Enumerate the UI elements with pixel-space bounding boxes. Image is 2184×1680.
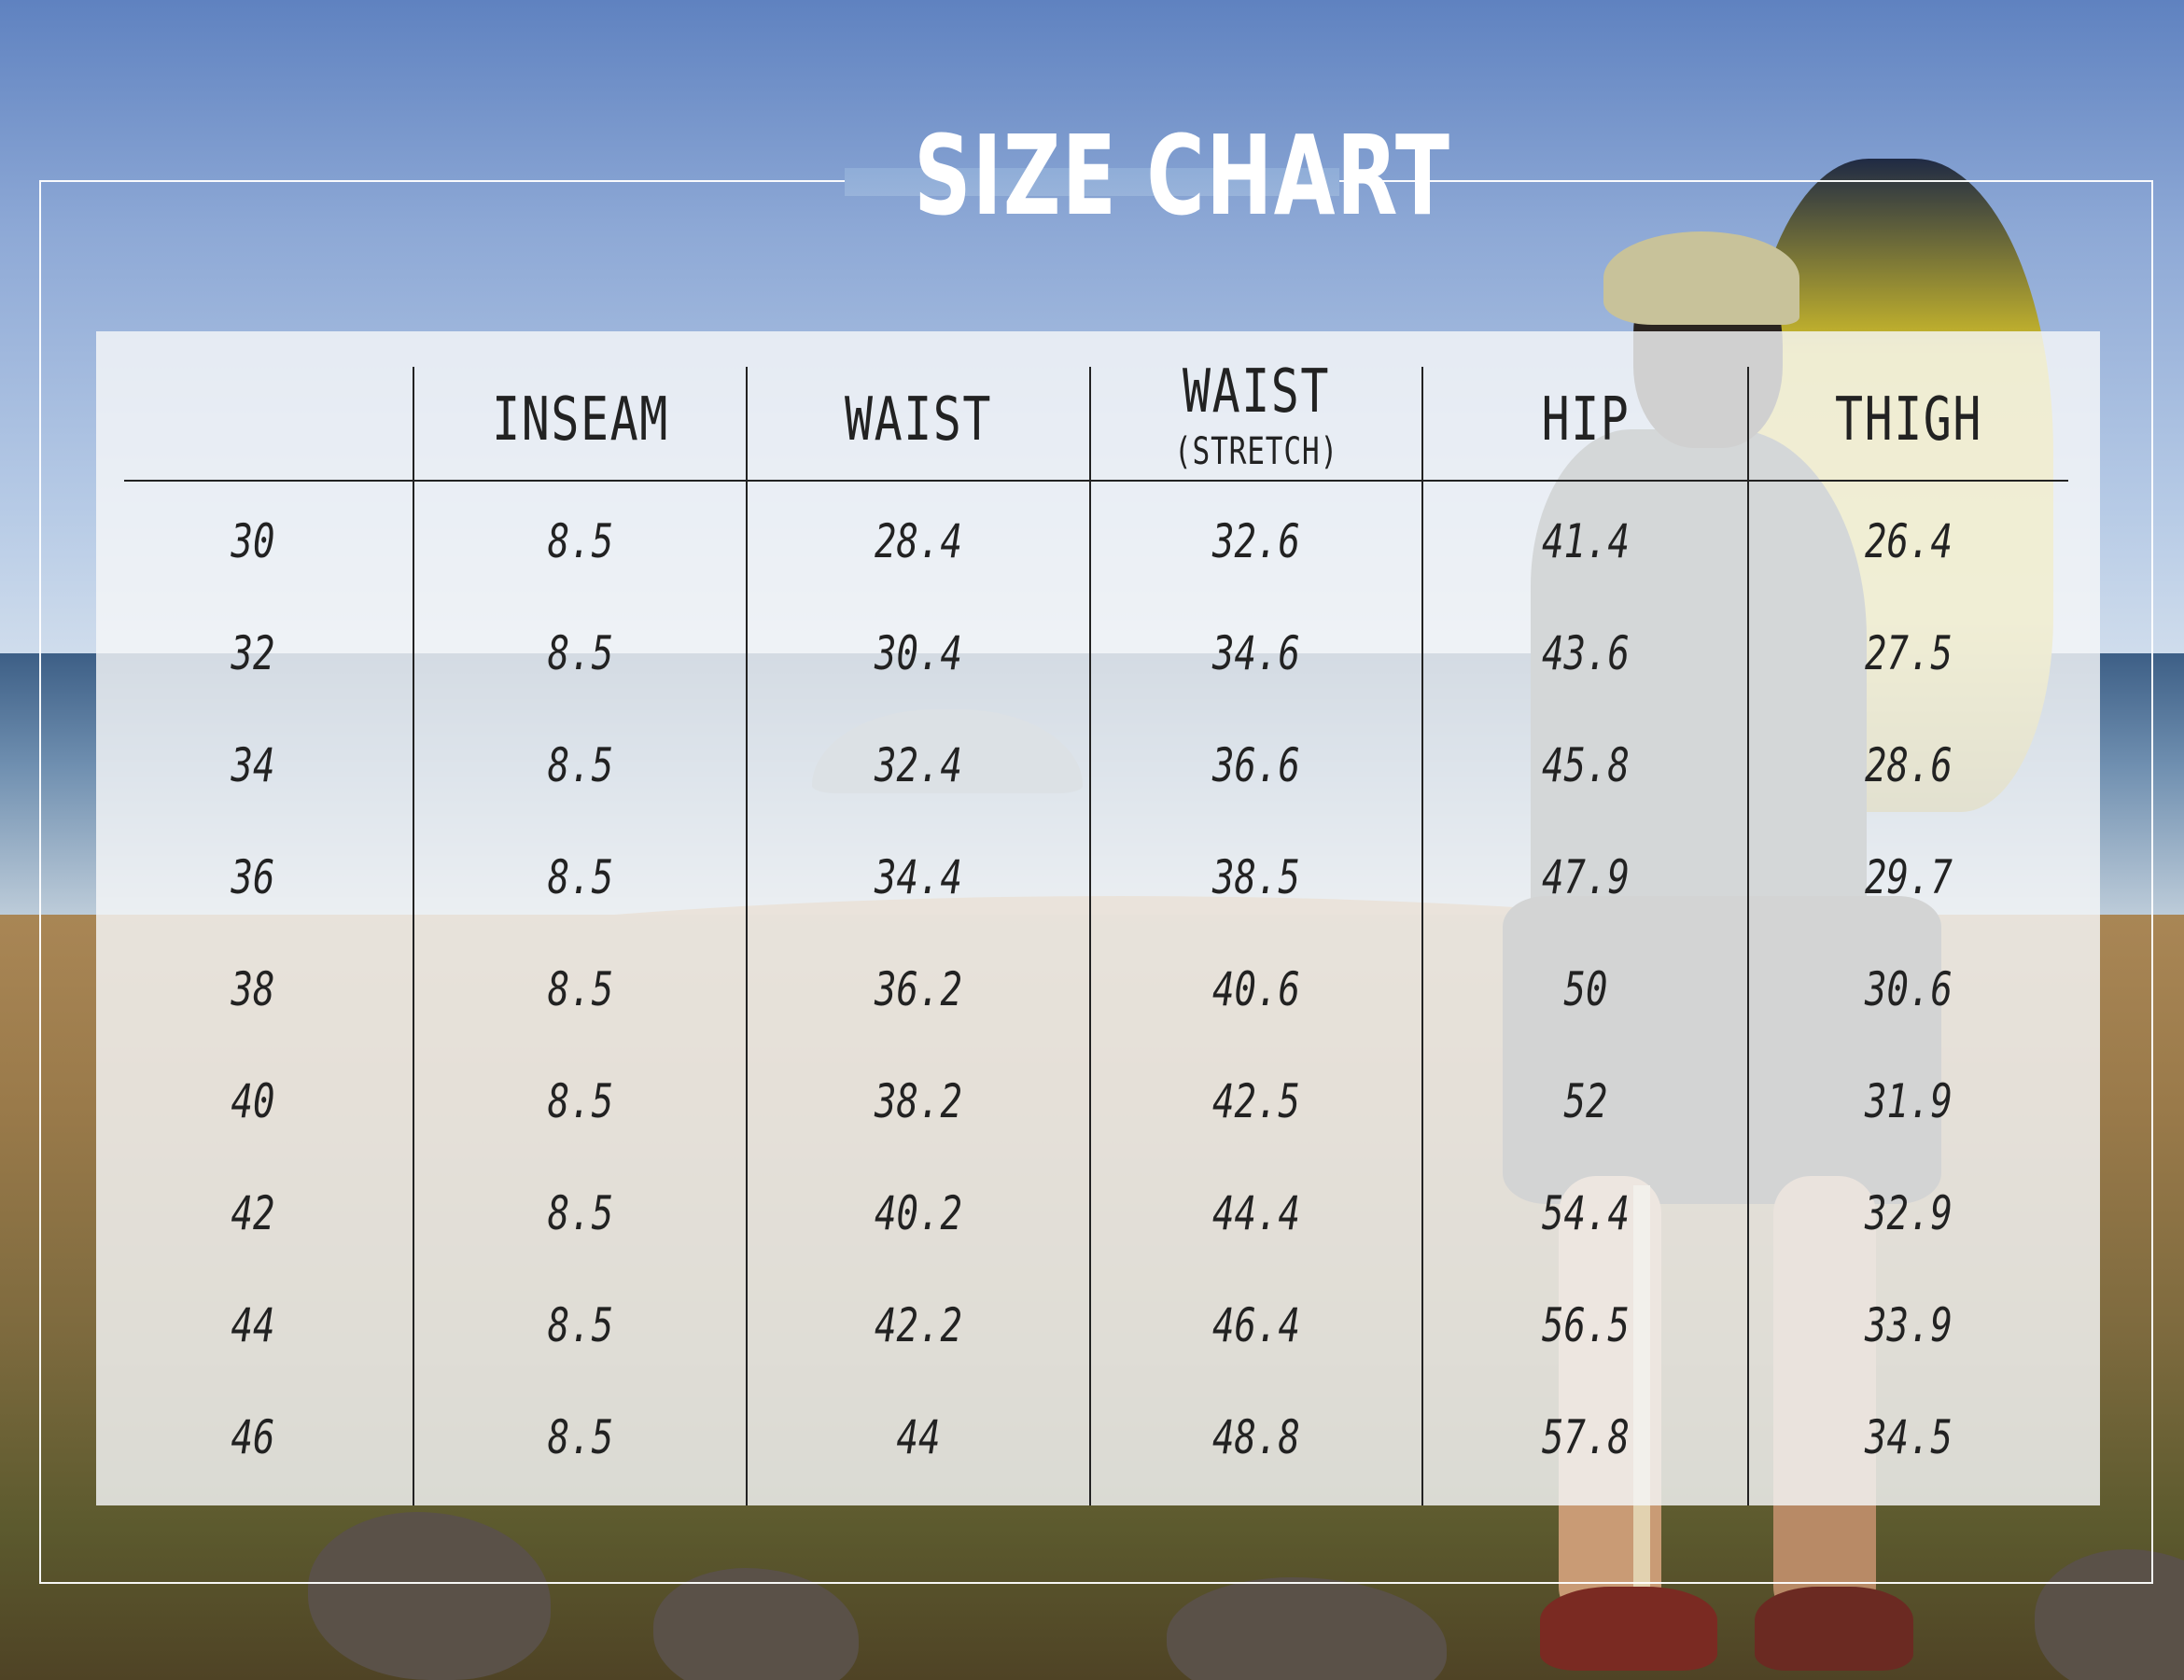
cell-waist-stretch: 44.4 xyxy=(1212,1186,1300,1240)
cell-waist-stretch: 46.4 xyxy=(1212,1298,1300,1352)
cell-waist: 36.2 xyxy=(875,962,962,1016)
cell-waist: 32.4 xyxy=(875,738,962,792)
column-divider xyxy=(1421,367,1423,1505)
header-inseam: INSEAM xyxy=(491,385,669,455)
header-divider xyxy=(124,480,2068,482)
cell-waist-stretch: 34.6 xyxy=(1212,626,1300,680)
rock xyxy=(308,1512,551,1680)
header-waist-stretch-sub: (STRETCH) xyxy=(1173,430,1339,473)
cell-waist: 30.4 xyxy=(875,626,962,680)
cell-thigh: 30.6 xyxy=(1864,962,1953,1016)
cell-waist: 40.2 xyxy=(875,1186,962,1240)
cell-thigh: 33.9 xyxy=(1864,1298,1953,1352)
cell-inseam: 8.5 xyxy=(547,1074,613,1128)
cell-thigh: 29.7 xyxy=(1864,850,1953,904)
column-divider xyxy=(746,367,748,1505)
size-table-panel: INSEAM WAIST WAIST HIP THIGH (STRETCH) 30 8.5 28… xyxy=(96,331,2100,1505)
cell-inseam: 8.5 xyxy=(547,514,613,568)
cell-waist: 44 xyxy=(896,1410,941,1464)
cell-inseam: 8.5 xyxy=(547,850,613,904)
cell-hip: 54.4 xyxy=(1541,1186,1630,1240)
cell-inseam: 8.5 xyxy=(547,1298,613,1352)
rock xyxy=(2035,1549,2184,1680)
header-waist-stretch: WAIST xyxy=(1182,357,1331,427)
hiker-cap xyxy=(1603,231,1799,325)
cell-waist: 34.4 xyxy=(875,850,962,904)
cell-waist: 42.2 xyxy=(875,1298,962,1352)
cell-inseam: 8.5 xyxy=(547,962,613,1016)
cell-size: 44 xyxy=(231,1298,275,1352)
cell-hip: 50 xyxy=(1563,962,1607,1016)
cell-hip: 56.5 xyxy=(1541,1298,1630,1352)
size-table: INSEAM WAIST WAIST HIP THIGH (STRETCH) 30 8.5 28… xyxy=(96,331,2100,1505)
cell-waist-stretch: 40.6 xyxy=(1212,962,1300,1016)
cell-waist-stretch: 38.5 xyxy=(1212,850,1300,904)
cell-inseam: 8.5 xyxy=(547,626,613,680)
cell-size: 36 xyxy=(231,850,275,904)
cell-waist-stretch: 42.5 xyxy=(1212,1074,1300,1128)
cell-size: 34 xyxy=(231,738,275,792)
column-divider xyxy=(1747,367,1749,1505)
column-divider xyxy=(1089,367,1091,1505)
cell-inseam: 8.5 xyxy=(547,738,613,792)
cell-waist: 28.4 xyxy=(875,514,962,568)
cell-thigh: 26.4 xyxy=(1864,514,1953,568)
title-gap xyxy=(845,168,1339,196)
cell-hip: 45.8 xyxy=(1541,738,1630,792)
cell-waist: 38.2 xyxy=(875,1074,962,1128)
cell-hip: 41.4 xyxy=(1541,514,1630,568)
hiker-shoe xyxy=(1540,1587,1717,1671)
cell-waist-stretch: 32.6 xyxy=(1212,514,1300,568)
header-hip: HIP xyxy=(1541,385,1630,455)
header-thigh: THIGH xyxy=(1834,385,1982,455)
cell-inseam: 8.5 xyxy=(547,1186,613,1240)
page-title: SIZE CHART xyxy=(914,111,1451,240)
cell-thigh: 27.5 xyxy=(1864,626,1953,680)
cell-size: 46 xyxy=(231,1410,275,1464)
cell-size: 42 xyxy=(231,1186,275,1240)
cell-hip: 47.9 xyxy=(1541,850,1630,904)
cell-thigh: 31.9 xyxy=(1864,1074,1953,1128)
cell-hip: 43.6 xyxy=(1541,626,1630,680)
cell-waist-stretch: 36.6 xyxy=(1212,738,1300,792)
cell-waist-stretch: 48.8 xyxy=(1212,1410,1300,1464)
cell-inseam: 8.5 xyxy=(547,1410,613,1464)
cell-hip: 57.8 xyxy=(1541,1410,1630,1464)
cell-thigh: 28.6 xyxy=(1864,738,1953,792)
cell-size: 32 xyxy=(231,626,275,680)
cell-hip: 52 xyxy=(1563,1074,1607,1128)
column-divider xyxy=(413,367,414,1505)
cell-size: 38 xyxy=(231,962,275,1016)
header-waist: WAIST xyxy=(844,385,993,455)
cell-size: 30 xyxy=(231,514,275,568)
cell-thigh: 32.9 xyxy=(1864,1186,1953,1240)
cell-thigh: 34.5 xyxy=(1864,1410,1953,1464)
hiker-shoe xyxy=(1755,1587,1913,1671)
cell-size: 40 xyxy=(231,1074,275,1128)
